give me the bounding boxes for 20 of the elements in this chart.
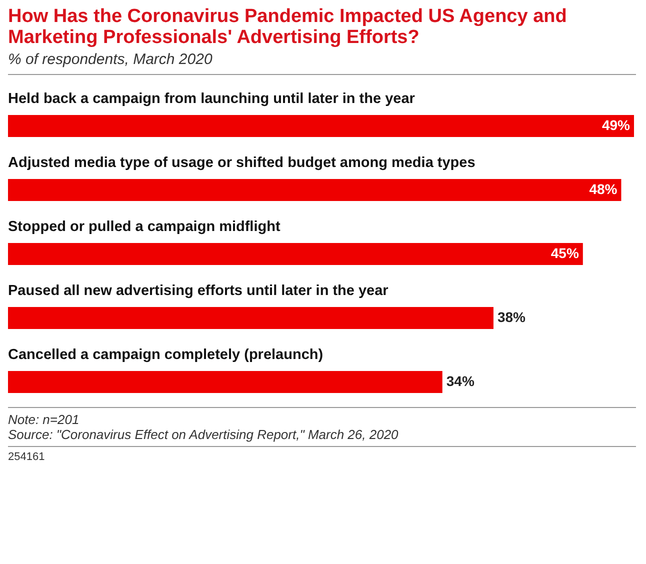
source-note: Source: "Coronavirus Effect on Advertising Report," March 26, 2020 [8, 427, 400, 442]
data-label: 34% [446, 373, 475, 389]
y-tick-label: Cancelled a campaign completely (prelaunch) [8, 347, 324, 363]
text: Note: n=201 [8, 412, 80, 427]
data-label: 49% [602, 117, 631, 133]
bar [8, 371, 442, 393]
chart-title: How Has the Coronavirus Pandemic Impacted US Agency and Marketing Professionals' Advertising Efforts? [8, 6, 568, 48]
y-tick-label: Adjusted media type of usage or shifted budget among media types [8, 155, 476, 171]
data-label: 45% [550, 245, 580, 261]
data-label: 38% [497, 309, 526, 325]
bar [8, 115, 634, 137]
bar [8, 179, 622, 201]
data-label: 48% [589, 181, 618, 197]
bar [8, 307, 494, 329]
y-tick-label: Paused all new advertising efforts until later in the year [8, 283, 389, 299]
y-tick-label: Stopped or pulled a campaign midflight [8, 219, 280, 235]
chart-subtitle: % of respondents, March 2020 [8, 51, 636, 75]
text: 254161 [8, 446, 636, 463]
bar [8, 243, 583, 265]
y-tick-label: Held back a campaign from launching until later in the year [8, 91, 416, 107]
